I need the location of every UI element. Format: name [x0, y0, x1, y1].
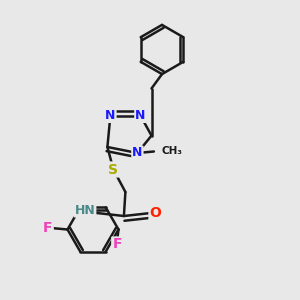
Text: N: N	[135, 109, 146, 122]
Text: CH₃: CH₃	[161, 146, 182, 157]
Text: HN: HN	[75, 203, 95, 217]
Text: N: N	[105, 109, 116, 122]
Text: S: S	[108, 163, 118, 176]
Text: N: N	[132, 146, 142, 160]
Text: F: F	[43, 221, 53, 235]
Text: F: F	[112, 238, 122, 251]
Text: O: O	[149, 206, 161, 220]
